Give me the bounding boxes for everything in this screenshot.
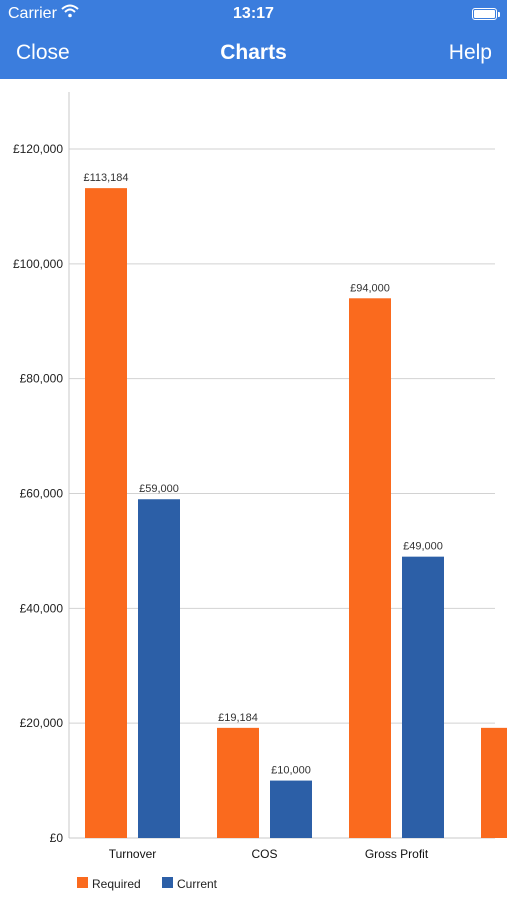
y-tick-label: £80,000 (20, 372, 64, 386)
page-title: Charts (220, 41, 287, 64)
close-button[interactable]: Close (16, 41, 70, 64)
bar-required (481, 727, 507, 838)
bar-current (138, 499, 180, 838)
legend-label: Required (92, 877, 141, 891)
data-label: £94,000 (350, 282, 390, 294)
y-tick-label: £100,000 (13, 257, 63, 271)
battery-icon (472, 8, 500, 20)
data-label: £49,000 (403, 541, 443, 553)
y-tick-label: £40,000 (20, 601, 64, 615)
status-bar: Carrier 13:17 (0, 0, 507, 26)
data-label: £113,184 (83, 172, 128, 184)
y-tick-label: £20,000 (20, 716, 64, 730)
legend-swatch-required (77, 877, 88, 888)
y-tick-label: £60,000 (20, 487, 64, 501)
carrier-label: Carrier (8, 5, 57, 22)
bar-required (349, 298, 391, 838)
chart-area: £0 £20,000 £40,000 £60,000 £80,000 £100,000 £1… (0, 79, 507, 900)
x-tick-label: COS (251, 847, 277, 861)
x-tick-label: Turnover (109, 847, 157, 861)
y-tick-label: £120,000 (13, 142, 63, 156)
data-label: £10,000 (271, 765, 311, 777)
data-label: £59,000 (139, 483, 179, 495)
x-tick-label: Gross Profit (365, 847, 429, 861)
status-time: 13:17 (233, 5, 274, 22)
bar-current (402, 556, 444, 838)
bar-current (270, 780, 312, 838)
bar-required (85, 188, 127, 838)
wifi-icon (61, 4, 79, 18)
legend-label: Current (177, 877, 218, 891)
bar-required (217, 727, 259, 838)
legend-swatch-current (162, 877, 173, 888)
navigation-bar: Carrier 13:17 Close Charts Help (0, 0, 507, 79)
y-tick-label: £0 (50, 831, 64, 845)
help-button[interactable]: Help (448, 41, 492, 64)
bar-chart: £0 £20,000 £40,000 £60,000 £80,000 £100,000 £1… (13, 92, 507, 891)
data-label: £19,184 (218, 712, 258, 724)
